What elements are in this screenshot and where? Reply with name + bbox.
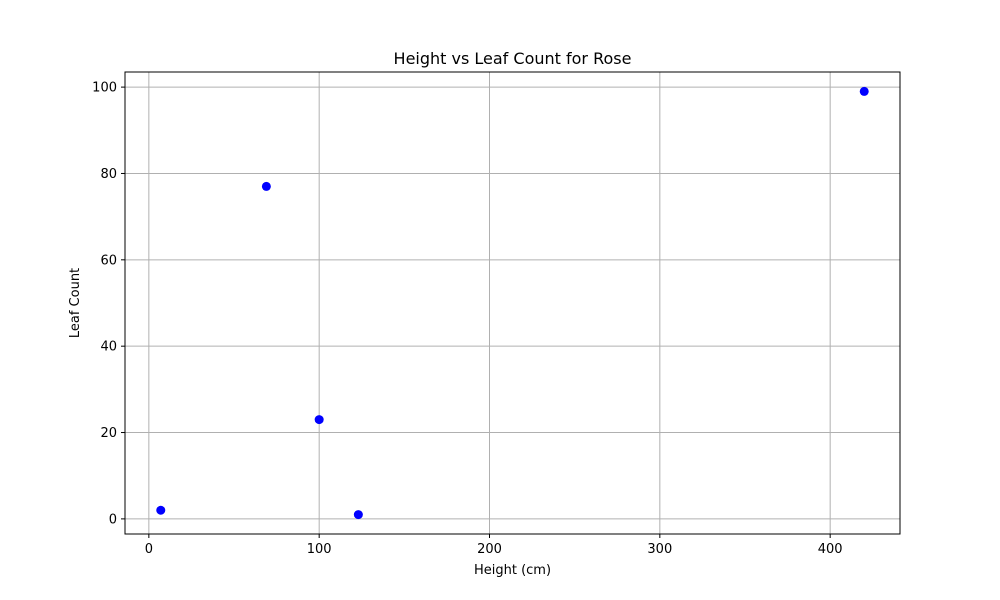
ticks: 0 100 200 300 400 0 20 40 60 80 100 <box>92 81 842 557</box>
y-tick-label: 20 <box>100 426 117 441</box>
data-points <box>156 86 869 520</box>
y-tick-label: 100 <box>92 81 117 96</box>
x-tick-label: 100 <box>307 542 332 557</box>
x-tick-label: 200 <box>477 542 502 557</box>
x-tick-label: 300 <box>647 542 672 557</box>
x-tick-label: 0 <box>145 542 153 557</box>
x-axis-label: Height (cm) <box>474 563 551 578</box>
scatter-point <box>261 181 271 191</box>
scatter-point <box>314 415 324 425</box>
y-tick-label: 60 <box>100 253 117 268</box>
plot-frame <box>124 71 901 535</box>
y-tick-label: 0 <box>109 512 117 527</box>
y-tick-label: 40 <box>100 340 117 355</box>
scatter-point <box>353 510 363 520</box>
x-tick-label: 400 <box>818 542 843 557</box>
scatter-point <box>156 505 166 515</box>
y-tick-label: 80 <box>100 167 117 182</box>
chart-title: Height vs Leaf Count for Rose <box>394 49 632 68</box>
y-axis-label: Leaf Count <box>68 268 83 338</box>
grid <box>125 72 900 534</box>
scatter-point <box>859 86 869 96</box>
